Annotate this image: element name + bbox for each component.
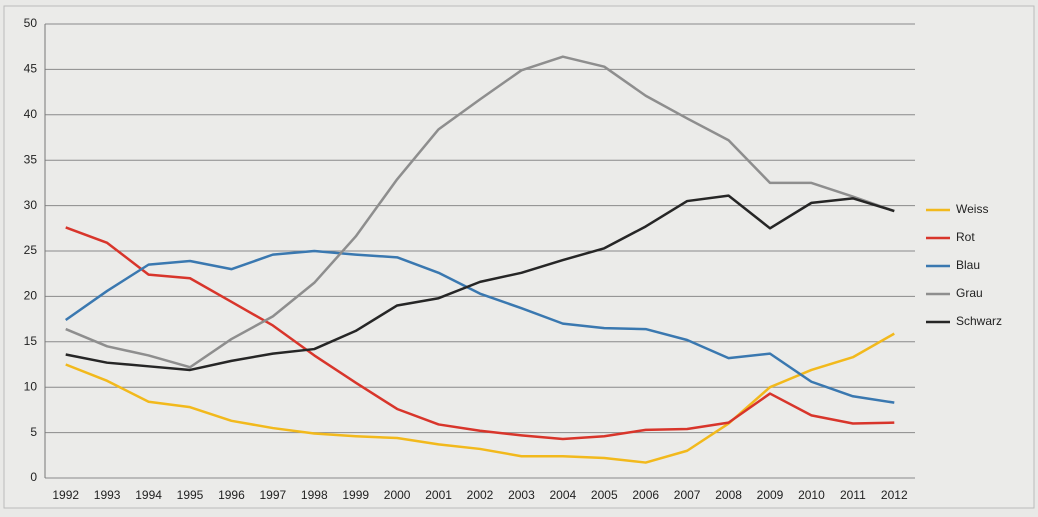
series-line [64,249,895,404]
x-tick-label: 2002 [467,488,494,502]
legend-label: Grau [956,286,983,300]
x-tick-label: 1998 [301,488,328,502]
x-tick-label: 2001 [425,488,452,502]
y-tick-label: 0 [30,470,37,484]
x-tick-label: 1994 [135,488,162,502]
y-tick-label: 5 [30,425,37,439]
x-tick-label: 1997 [260,488,287,502]
x-tick-label: 2000 [384,488,411,502]
y-tick-label: 35 [24,152,38,166]
series-line [65,332,895,464]
x-tick-label: 1996 [218,488,245,502]
x-tick-label: 2012 [881,488,908,502]
series-line [65,226,895,441]
x-tick-label: 2009 [757,488,784,502]
x-tick-label: 2010 [798,488,825,502]
y-tick-label: 50 [24,16,38,30]
x-tick-label: 2011 [840,488,866,502]
y-tick-label: 25 [24,243,38,257]
y-tick-label: 15 [24,334,38,348]
legend-label: Rot [956,230,975,244]
legend-label: Schwarz [956,314,1002,328]
y-tick-label: 20 [24,289,38,303]
legend-label: Blau [956,258,980,272]
y-tick-label: 30 [24,198,38,212]
series-line [65,55,895,369]
x-tick-label: 2006 [632,488,659,502]
x-tick-label: 1999 [342,488,369,502]
x-tick-label: 1992 [52,488,79,502]
x-tick-label: 2008 [715,488,742,502]
x-tick-label: 2004 [550,488,577,502]
x-tick-label: 1995 [177,488,204,502]
y-tick-label: 40 [24,107,38,121]
x-tick-label: 2005 [591,488,618,502]
x-tick-label: 2007 [674,488,701,502]
series-line [65,194,895,372]
y-tick-label: 45 [24,62,38,76]
x-tick-label: 1993 [94,488,121,502]
y-tick-label: 10 [24,379,38,393]
x-tick-label: 2003 [508,488,535,502]
legend-label: Weiss [956,202,988,216]
